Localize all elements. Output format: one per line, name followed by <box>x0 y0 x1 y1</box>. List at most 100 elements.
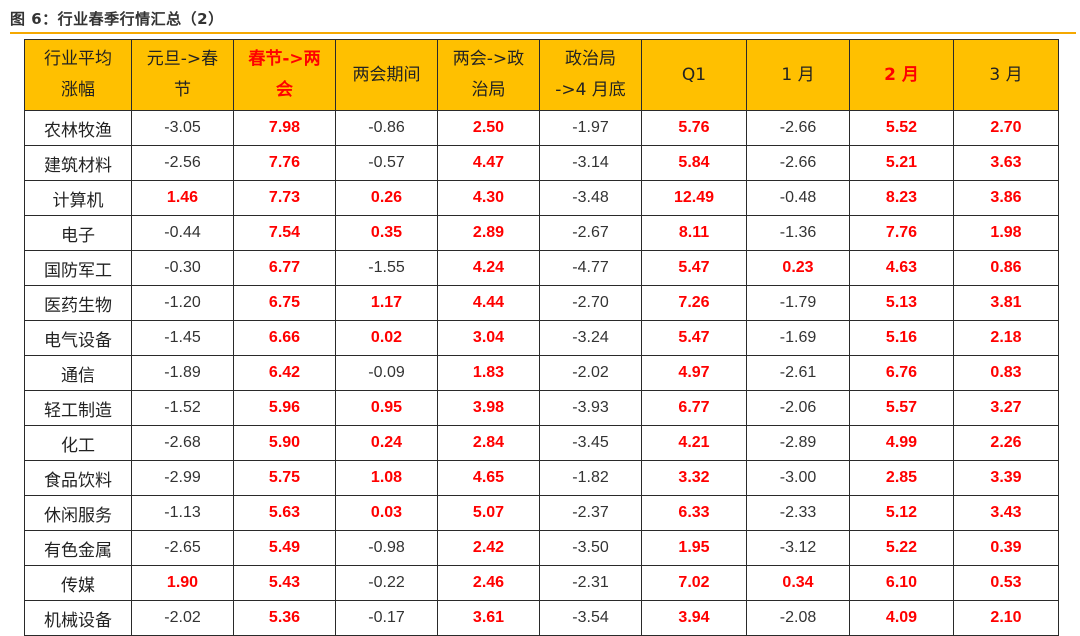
industry-name-cell: 食品饮料 <box>24 460 132 496</box>
value-cell: 6.33 <box>641 495 747 531</box>
value-cell: 4.21 <box>641 425 747 461</box>
value-cell: 2.26 <box>953 425 1059 461</box>
value-cell: 4.65 <box>437 460 540 496</box>
value-cell: 0.34 <box>746 565 850 601</box>
value-cell: -0.22 <box>335 565 438 601</box>
value-cell: -2.89 <box>746 425 850 461</box>
value-cell: -0.09 <box>335 355 438 391</box>
value-cell: 5.90 <box>233 425 336 461</box>
value-cell: 3.98 <box>437 390 540 426</box>
value-cell: 7.76 <box>849 215 954 251</box>
value-cell: 2.18 <box>953 320 1059 356</box>
value-cell: -1.52 <box>131 390 234 426</box>
value-cell: -1.79 <box>746 285 850 321</box>
value-cell: 6.75 <box>233 285 336 321</box>
column-header: 3 月 <box>953 39 1059 111</box>
value-cell: -2.02 <box>539 355 642 391</box>
value-cell: 2.85 <box>849 460 954 496</box>
value-cell: 5.52 <box>849 110 954 146</box>
value-cell: -3.48 <box>539 180 642 216</box>
table-row: 有色金属 -2.65 5.49 -0.98 2.42 -3.50 1.95 -3.12 5.22… <box>24 530 1059 566</box>
value-cell: 5.21 <box>849 145 954 181</box>
value-cell: 0.03 <box>335 495 438 531</box>
column-header-line: 行业平均 <box>44 49 112 69</box>
value-cell: 3.32 <box>641 460 747 496</box>
value-cell: -2.08 <box>746 600 850 636</box>
value-cell: 4.47 <box>437 145 540 181</box>
value-cell: 5.96 <box>233 390 336 426</box>
value-cell: -0.17 <box>335 600 438 636</box>
column-header-line: 春节->两 <box>248 49 321 69</box>
column-header: 两会->政 治局 <box>437 39 540 111</box>
value-cell: 5.84 <box>641 145 747 181</box>
value-cell: -1.89 <box>131 355 234 391</box>
value-cell: 0.95 <box>335 390 438 426</box>
table-row: 电气设备 -1.45 6.66 0.02 3.04 -3.24 5.47 -1.69 5.16 2… <box>24 320 1059 356</box>
value-cell: 3.86 <box>953 180 1059 216</box>
value-cell: -2.33 <box>746 495 850 531</box>
industry-name-cell: 轻工制造 <box>24 390 132 426</box>
value-cell: 7.76 <box>233 145 336 181</box>
table-row: 电子 -0.44 7.54 0.35 2.89 -2.67 8.11 -1.36 7.76 1.9… <box>24 215 1059 251</box>
column-header: 春节->两会 <box>233 39 336 111</box>
value-cell: 3.39 <box>953 460 1059 496</box>
header-row: 行业平均 涨幅 元旦->春节春节->两会两会期间 两会->政 治局 政治局 ->4 月底 Q1… <box>24 39 1059 111</box>
column-header-line: 政治局 <box>565 49 616 69</box>
column-header: 政治局 ->4 月底 <box>539 39 642 111</box>
industry-name-cell: 电气设备 <box>24 320 132 356</box>
value-cell: 7.26 <box>641 285 747 321</box>
industry-name-cell: 农林牧渔 <box>24 110 132 146</box>
value-cell: -1.20 <box>131 285 234 321</box>
value-cell: -2.66 <box>746 110 850 146</box>
value-cell: -2.06 <box>746 390 850 426</box>
column-header: Q1 <box>641 39 747 111</box>
industry-name-cell: 计算机 <box>24 180 132 216</box>
value-cell: -2.31 <box>539 565 642 601</box>
value-cell: -1.82 <box>539 460 642 496</box>
value-cell: 5.07 <box>437 495 540 531</box>
table-row: 国防军工 -0.30 6.77 -1.55 4.24 -4.77 5.47 0.23 4.63 0… <box>24 250 1059 286</box>
value-cell: 0.26 <box>335 180 438 216</box>
column-header-line: 3 月 <box>989 64 1023 85</box>
value-cell: -0.30 <box>131 250 234 286</box>
value-cell: -2.56 <box>131 145 234 181</box>
column-header-line: 两会期间 <box>352 64 421 85</box>
value-cell: 5.63 <box>233 495 336 531</box>
value-cell: -1.36 <box>746 215 850 251</box>
value-cell: 5.47 <box>641 250 747 286</box>
table-row: 休闲服务 -1.13 5.63 0.03 5.07 -2.37 6.33 -2.33 5.12 3… <box>24 495 1059 531</box>
value-cell: 0.53 <box>953 565 1059 601</box>
value-cell: 5.13 <box>849 285 954 321</box>
table-row: 机械设备 -2.02 5.36 -0.17 3.61 -3.54 3.94 -2.08 4.09… <box>24 600 1059 636</box>
value-cell: 1.98 <box>953 215 1059 251</box>
column-header: 行业平均 涨幅 <box>24 39 132 111</box>
table-row: 农林牧渔 -3.05 7.98 -0.86 2.50 -1.97 5.76 -2.66 5.52… <box>24 110 1059 146</box>
column-header-line: 2 月 <box>884 64 919 85</box>
value-cell: 6.42 <box>233 355 336 391</box>
column-header-line: 治局 <box>471 80 506 100</box>
value-cell: -0.57 <box>335 145 438 181</box>
value-cell: -0.86 <box>335 110 438 146</box>
value-cell: 0.39 <box>953 530 1059 566</box>
table-row: 传媒 1.90 5.43 -0.22 2.46 -2.31 7.02 0.34 6.10 0.53 <box>24 565 1059 601</box>
figure-caption: 图 6：行业春季行情汇总（2） <box>10 10 224 28</box>
value-cell: -2.99 <box>131 460 234 496</box>
value-cell: 5.12 <box>849 495 954 531</box>
industry-returns-table: 行业平均 涨幅 元旦->春节春节->两会两会期间 两会->政 治局 政治局 ->4 月底 Q1… <box>24 39 1059 636</box>
value-cell: 1.95 <box>641 530 747 566</box>
value-cell: 2.10 <box>953 600 1059 636</box>
value-cell: -2.02 <box>131 600 234 636</box>
column-header: 1 月 <box>746 39 850 111</box>
value-cell: 5.47 <box>641 320 747 356</box>
value-cell: 4.99 <box>849 425 954 461</box>
value-cell: 6.77 <box>233 250 336 286</box>
column-header-line: 会 <box>276 80 293 100</box>
value-cell: 7.73 <box>233 180 336 216</box>
value-cell: 2.42 <box>437 530 540 566</box>
value-cell: 4.24 <box>437 250 540 286</box>
value-cell: 5.16 <box>849 320 954 356</box>
value-cell: 4.30 <box>437 180 540 216</box>
value-cell: 5.36 <box>233 600 336 636</box>
value-cell: -3.54 <box>539 600 642 636</box>
table-row: 建筑材料 -2.56 7.76 -0.57 4.47 -3.14 5.84 -2.66 5.21… <box>24 145 1059 181</box>
